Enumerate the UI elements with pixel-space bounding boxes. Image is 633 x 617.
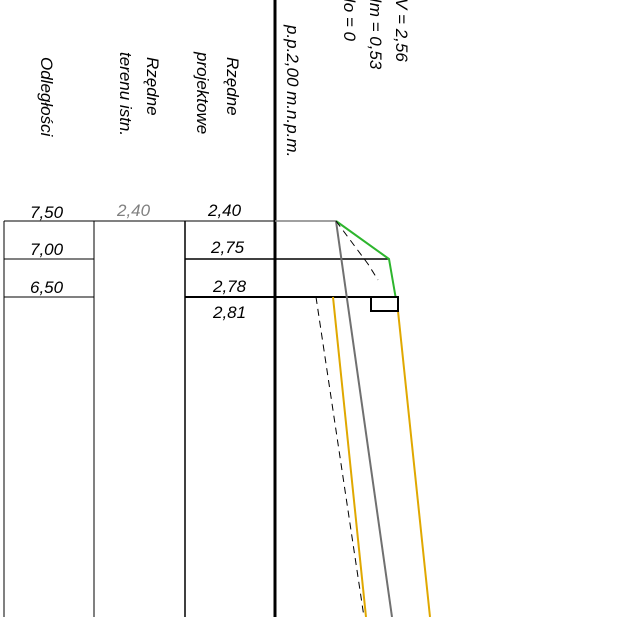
design-value: 2,78 xyxy=(212,277,247,296)
orange-slope-line-left xyxy=(332,296,367,617)
param-im: Im = 0,53 xyxy=(366,0,385,70)
header-design-line2: projektowe xyxy=(193,51,212,134)
header-design-line1: Rzędne xyxy=(223,57,242,116)
dashed-profile-line xyxy=(335,220,379,281)
distance-value: 6,50 xyxy=(30,278,64,297)
table-grid xyxy=(3,0,389,617)
header-distances: Odległości xyxy=(37,57,56,138)
dashed-slope-line xyxy=(315,296,365,617)
foundation-block xyxy=(370,296,399,312)
param-io: Io = 0 xyxy=(340,0,359,42)
grey-slope-line xyxy=(335,220,393,617)
design-value: 2,81 xyxy=(212,303,246,322)
terrain-value: 2,40 xyxy=(116,201,151,220)
param-v: V = 2,56 xyxy=(392,0,411,62)
header-terrain-line1: Rzędne xyxy=(143,57,162,116)
profile-lines xyxy=(275,220,431,617)
distance-value: 7,00 xyxy=(30,240,64,259)
design-value: 2,75 xyxy=(210,238,245,257)
header-terrain-line2: terenu istn. xyxy=(116,52,135,136)
orange-slope-line-right xyxy=(397,310,431,617)
distance-value: 7,50 xyxy=(30,203,64,222)
design-value: 2,40 xyxy=(207,201,242,220)
header-datum: p.p.2,00 m.n.p.m. xyxy=(283,24,302,157)
value-underlines xyxy=(28,220,75,298)
green-profile-line xyxy=(335,220,399,312)
